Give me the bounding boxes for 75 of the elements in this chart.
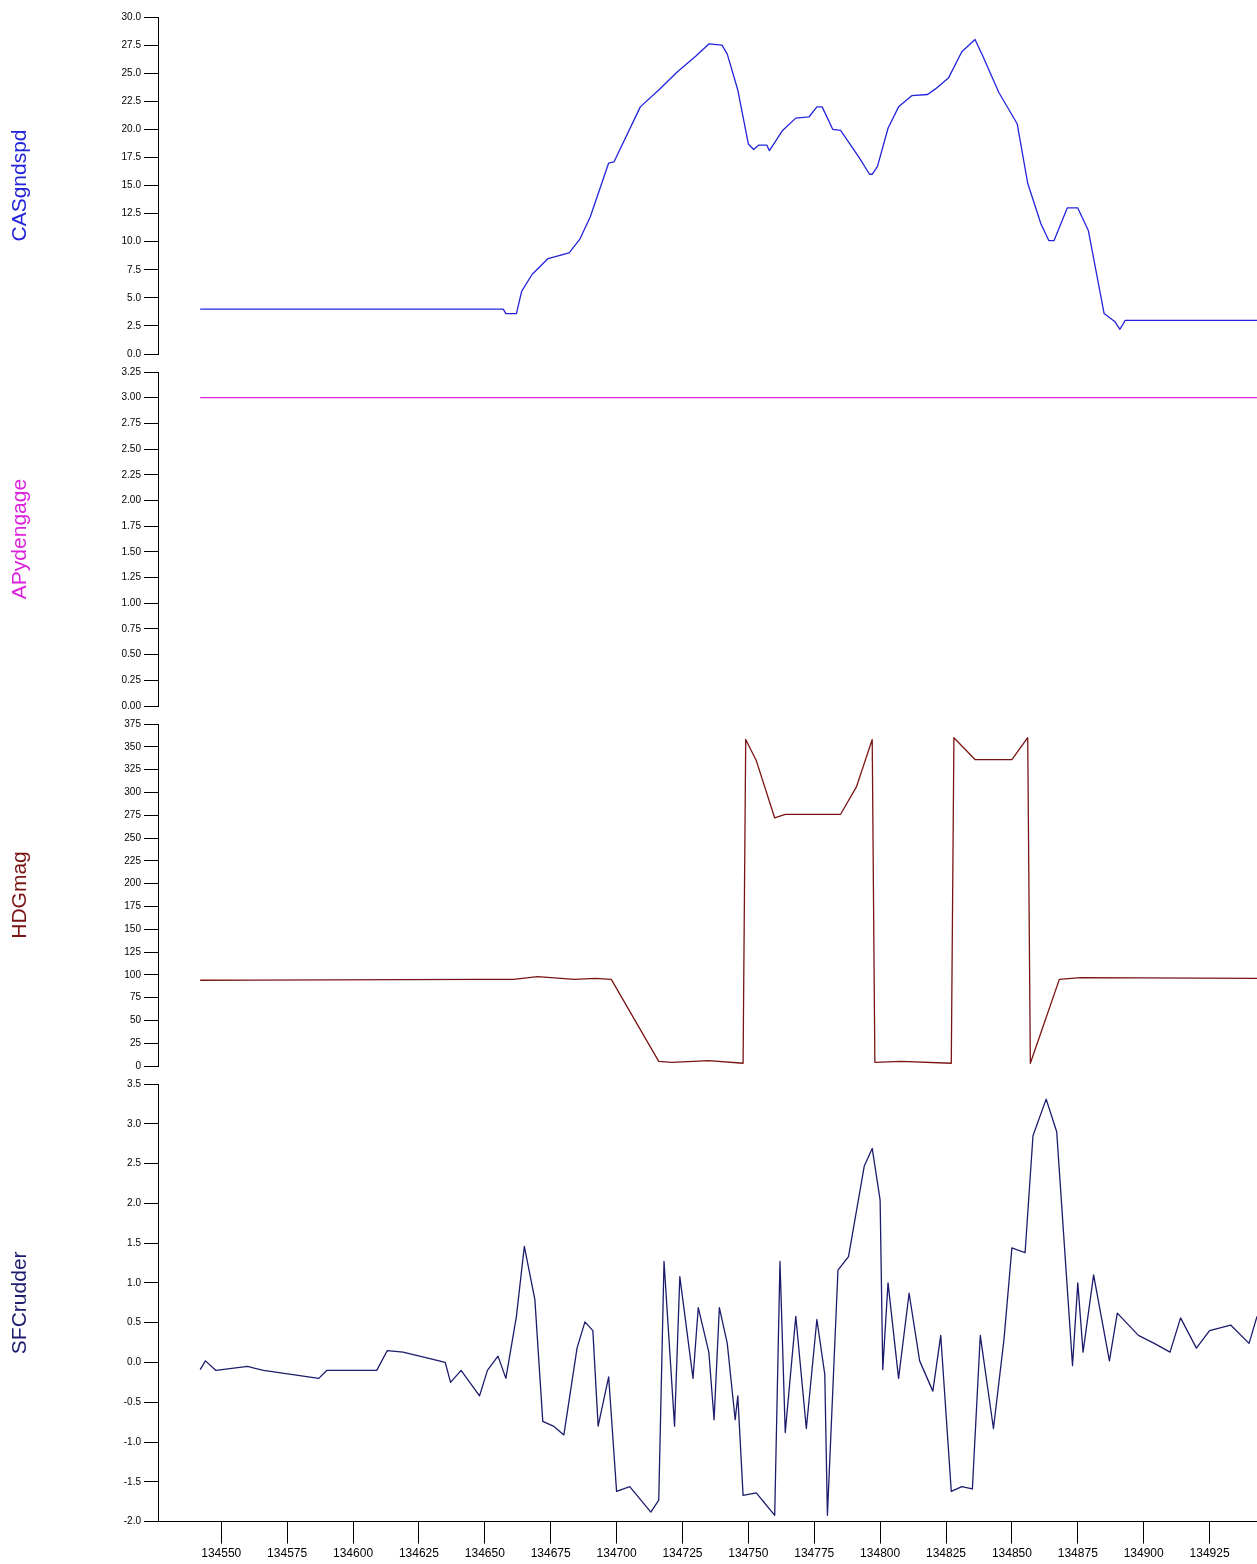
y-tick-label: 27.5 (121, 38, 142, 50)
y-tick-label: -1.5 (123, 1475, 142, 1487)
y-tick-label: 3.00 (121, 391, 142, 403)
y-axis-title: CASgndspd (7, 129, 31, 242)
x-tick-label: 134725 (662, 1546, 703, 1561)
y-tick-label: 17.5 (121, 151, 142, 163)
y-tick-label: 200 (124, 877, 142, 889)
y-tick-label: 50 (129, 1014, 142, 1026)
y-tick-label: 10.0 (121, 235, 142, 247)
y-tick-label: 1.75 (121, 519, 142, 531)
y-tick-label: 0.00 (121, 699, 142, 711)
y-tick-label: 1.50 (121, 545, 142, 557)
y-tick-label: 3.25 (121, 365, 142, 377)
y-tick-label: 15.0 (121, 179, 142, 191)
x-tick-label: 134850 (991, 1546, 1033, 1561)
y-tick-label: 1.25 (121, 571, 142, 583)
x-tick-label: 134575 (267, 1546, 308, 1561)
y-axis-title: HDGmag (7, 851, 31, 939)
y-tick-label: -0.5 (123, 1396, 142, 1407)
y-tick-label: 2.5 (127, 319, 142, 331)
y-tick-label: -2.0 (123, 1515, 142, 1527)
y-tick-label: 3.5 (127, 1077, 142, 1089)
y-tick-label: 22.5 (121, 95, 142, 106)
y-tick-label: 25.0 (121, 66, 142, 78)
y-tick-label: 0.25 (121, 674, 142, 686)
y-tick-label: 7.5 (127, 263, 142, 275)
y-tick-label: 2.00 (121, 494, 142, 506)
x-tick-label: 134900 (1123, 1546, 1165, 1561)
x-tick-label: 134550 (201, 1546, 242, 1561)
y-tick-label: 12.5 (121, 207, 142, 219)
x-tick-label: 134700 (596, 1546, 637, 1561)
y-tick-label: 0.0 (127, 1356, 142, 1368)
y-tick-label: 0 (135, 1059, 142, 1071)
y-tick-label: 100 (124, 968, 142, 980)
y-tick-label: 2.0 (127, 1197, 142, 1209)
x-tick-label: 134825 (925, 1546, 967, 1561)
y-axis-title: APydengage (7, 478, 31, 600)
x-tick-label: 134750 (728, 1546, 769, 1561)
y-tick-label: 20.0 (121, 123, 142, 135)
y-tick-label: 0.50 (121, 648, 142, 660)
y-tick-label: 150 (124, 922, 142, 934)
y-tick-label: -1.0 (123, 1435, 142, 1447)
y-tick-label: 30.0 (121, 10, 142, 22)
y-tick-label: 1.0 (127, 1276, 142, 1288)
y-tick-label: 3.0 (127, 1117, 142, 1129)
x-tick-label: 134925 (1189, 1546, 1230, 1561)
y-tick-label: 250 (124, 831, 142, 843)
y-tick-label: 5.0 (127, 291, 142, 303)
x-tick-label: 134650 (464, 1546, 506, 1561)
y-tick-label: 1.00 (121, 596, 142, 608)
y-tick-label: 125 (124, 945, 142, 957)
y-tick-label: 2.50 (121, 442, 142, 454)
y-tick-label: 325 (124, 763, 142, 775)
y-tick-label: 25 (129, 1036, 142, 1048)
x-tick-label: 134600 (333, 1546, 374, 1561)
y-tick-label: 175 (124, 900, 142, 912)
y-axis-title: SFCrudder (7, 1251, 31, 1355)
y-tick-label: 0.5 (127, 1316, 142, 1328)
y-tick-label: 75 (129, 991, 142, 1003)
y-tick-label: 0.75 (121, 622, 142, 634)
y-tick-label: 375 (124, 717, 142, 729)
y-tick-label: 1.5 (127, 1236, 142, 1248)
y-tick-label: 350 (124, 740, 142, 752)
y-tick-label: 2.5 (127, 1157, 142, 1169)
x-tick-label: 134775 (794, 1546, 835, 1561)
x-tick-label: 134675 (530, 1546, 572, 1561)
y-tick-label: 275 (124, 808, 142, 820)
y-tick-label: 300 (124, 786, 142, 798)
x-tick-label: 134800 (860, 1546, 901, 1561)
y-tick-label: 2.25 (121, 468, 142, 480)
y-tick-label: 0.0 (127, 347, 142, 359)
y-tick-label: 2.75 (121, 417, 142, 429)
x-tick-label: 134625 (398, 1546, 440, 1561)
x-tick-label: 134875 (1057, 1546, 1099, 1561)
y-tick-label: 225 (124, 854, 142, 866)
